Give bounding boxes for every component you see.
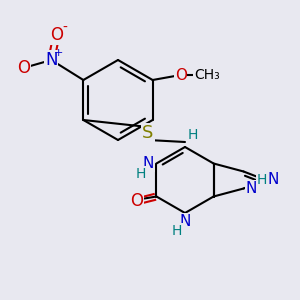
Text: O: O	[130, 193, 143, 211]
Text: O: O	[175, 68, 187, 82]
Text: H: H	[135, 167, 146, 181]
Text: N: N	[246, 181, 257, 196]
Text: -: -	[62, 21, 67, 35]
Text: H: H	[256, 173, 267, 188]
Text: H: H	[188, 128, 198, 142]
Text: O: O	[17, 59, 30, 77]
Text: N: N	[268, 172, 279, 188]
Text: O: O	[50, 26, 63, 44]
Text: N: N	[179, 214, 191, 229]
Text: H: H	[172, 224, 182, 238]
Text: S: S	[142, 124, 154, 142]
Text: N: N	[45, 51, 58, 69]
Text: N: N	[143, 156, 154, 171]
Text: +: +	[54, 48, 63, 58]
Text: CH₃: CH₃	[194, 68, 220, 82]
